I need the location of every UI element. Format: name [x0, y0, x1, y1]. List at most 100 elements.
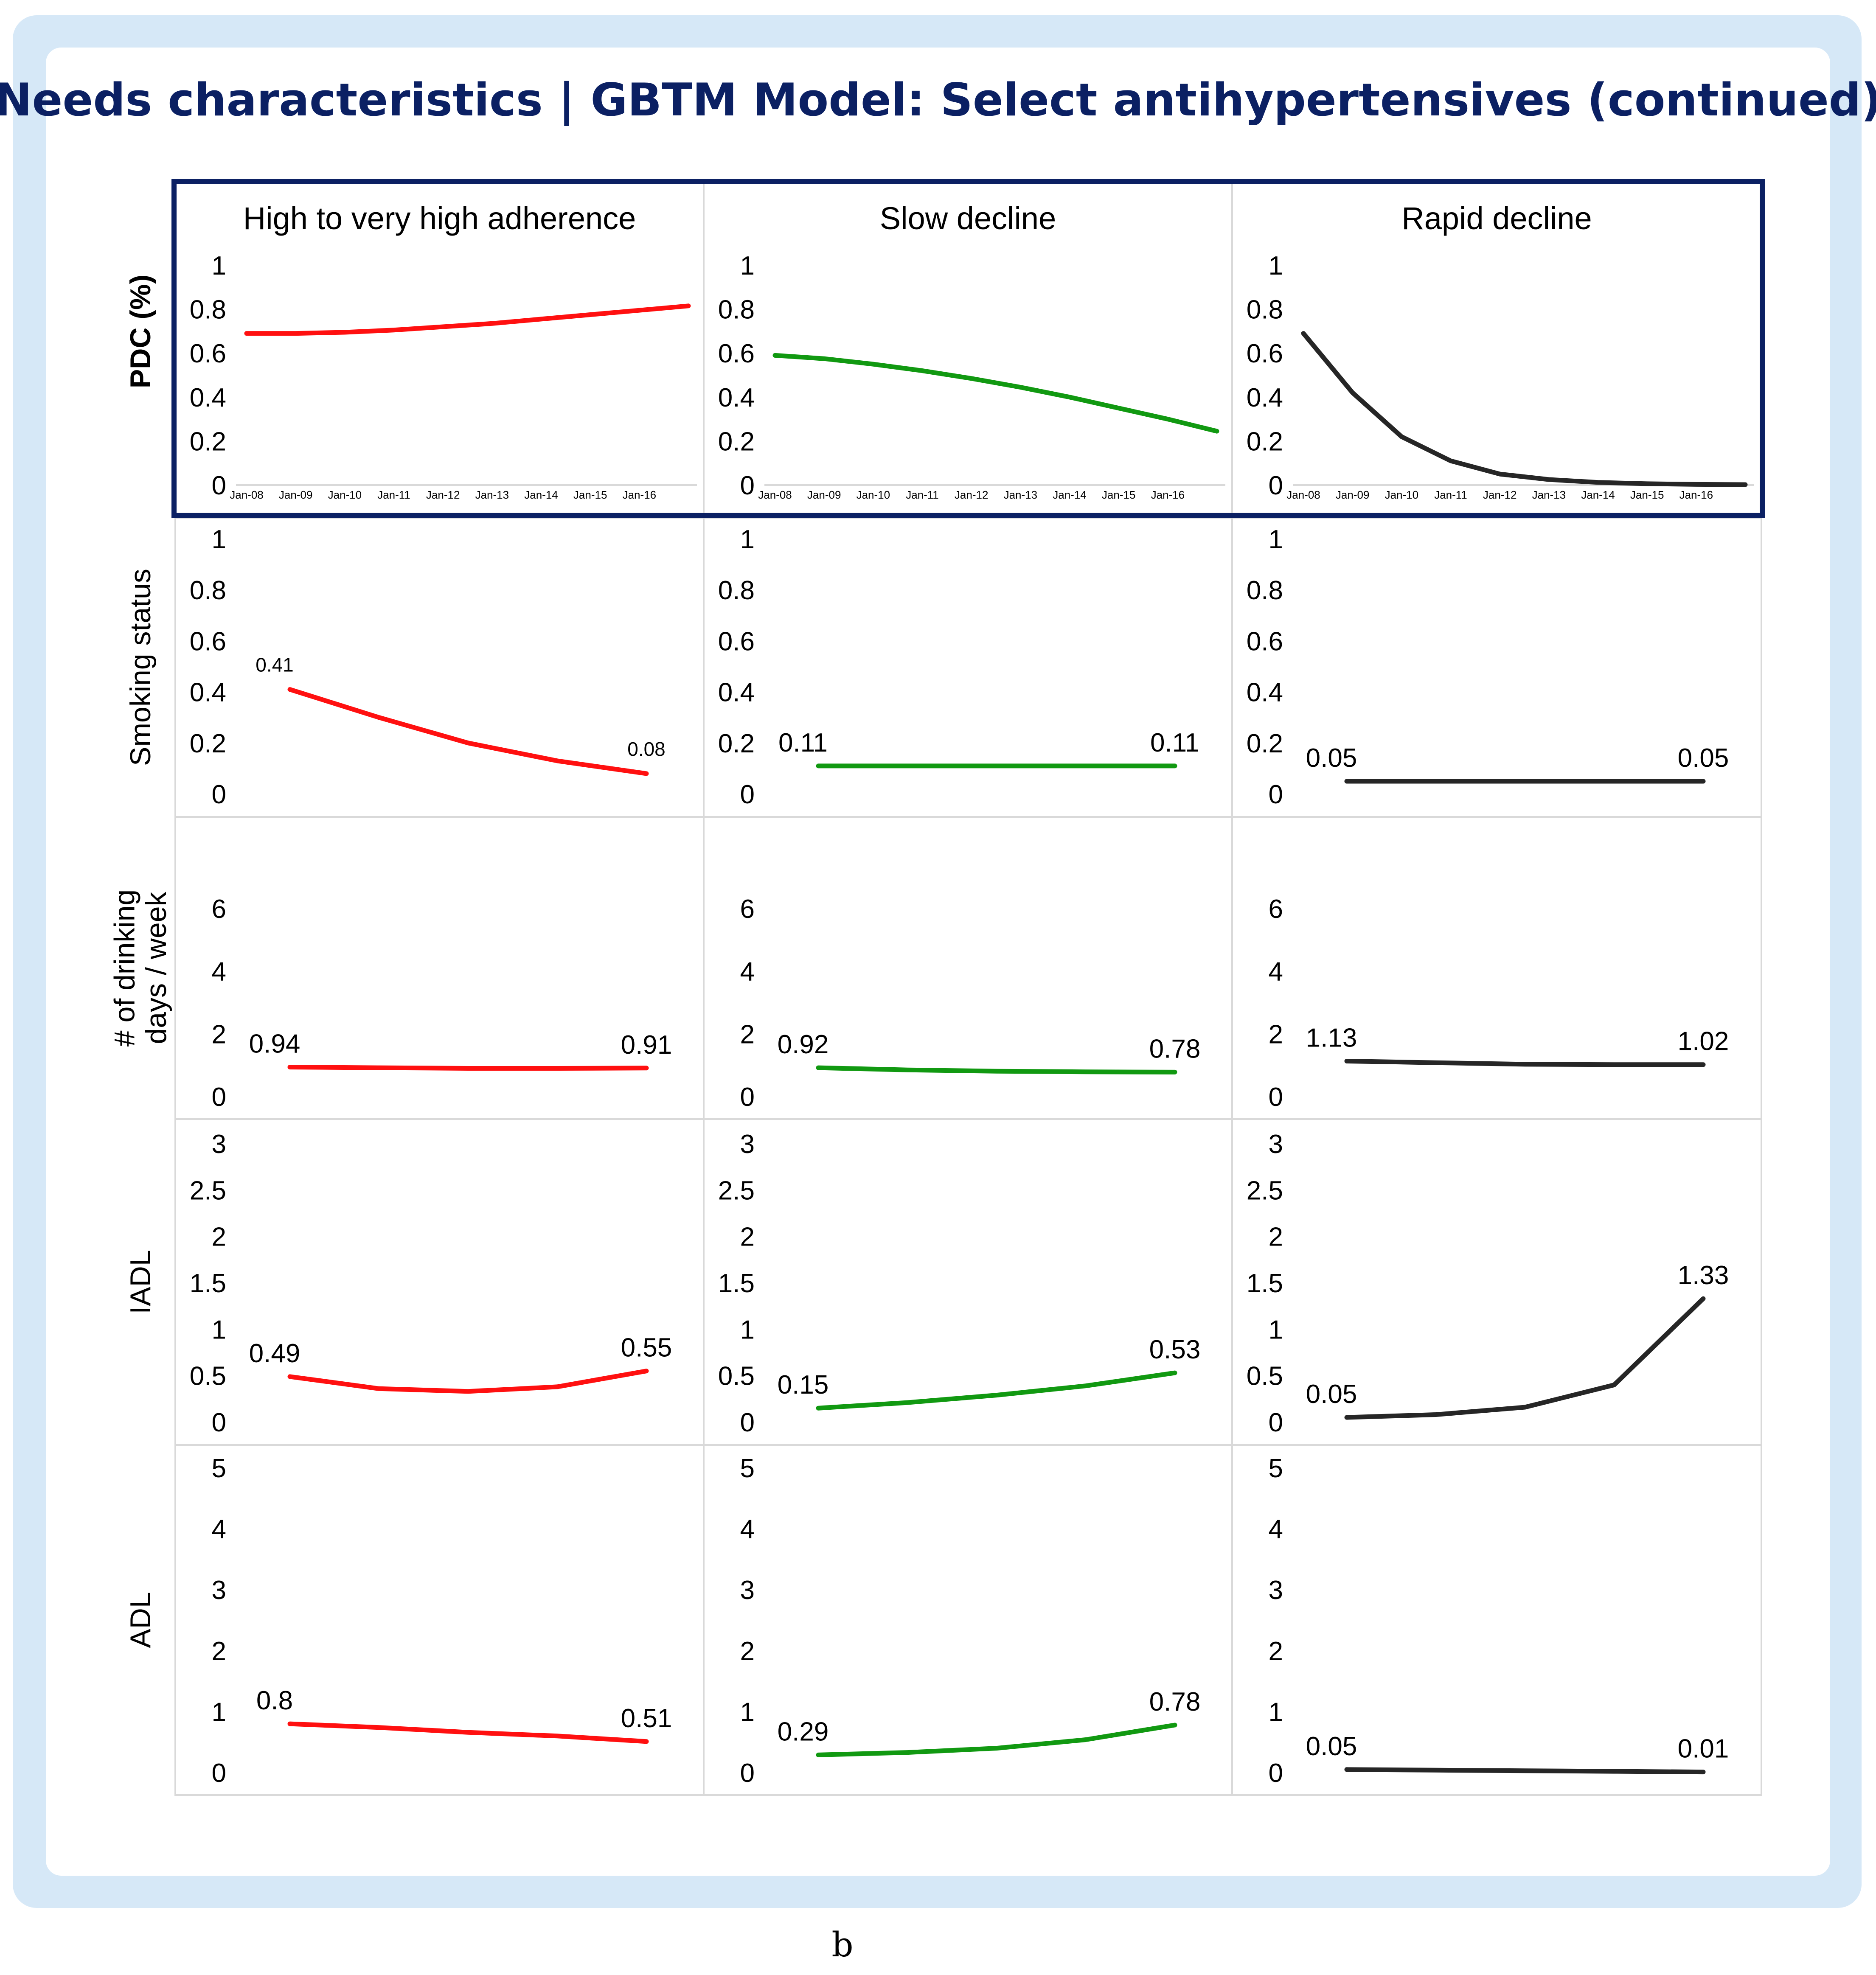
series-line-high-to-very-high-adherence: [287, 687, 649, 776]
cell-adl-1: 0 1 2 3 4 5 0.8 0.51: [174, 1444, 705, 1796]
cell-pdc-3: 0 0.2 0.4 0.6 0.8 1 Jan-08 Jan-09 Jan-10 Jan-11 Ja…: [1231, 182, 1762, 514]
data-label: 0.11: [778, 728, 828, 757]
series-line-slow-decline: [816, 1723, 1177, 1757]
data-label: 1.33: [1678, 1261, 1729, 1290]
row-label-line: Smoking status: [124, 569, 157, 766]
column-header-rapid-decline: Rapid decline: [1401, 201, 1592, 236]
row-label-line: # of drinking: [108, 889, 140, 1046]
cell-adl-3: 0 1 2 3 4 5 0.05 0.01: [1231, 1444, 1762, 1796]
y-tick-label: 3: [212, 1130, 226, 1159]
x-tick-label: Jan-12: [426, 488, 460, 501]
y-tick-label: 0: [1269, 1408, 1283, 1437]
y-tick-label: 1: [740, 525, 755, 554]
cell-adl-2: 0 1 2 3 4 5 0.29 0.78: [703, 1444, 1233, 1796]
y-tick-label: 0.6: [190, 627, 226, 656]
cell-border: [1231, 1444, 1762, 1796]
y-tick-label: 1: [1269, 525, 1283, 554]
data-label: 1.13: [1306, 1024, 1357, 1053]
x-tick-label: Jan-16: [1679, 488, 1713, 501]
data-label: 0.08: [627, 738, 666, 760]
data-label: 0.78: [1149, 1687, 1201, 1717]
y-tick-label: 0: [740, 1408, 755, 1437]
y-tick-label: 0.2: [190, 427, 226, 456]
y-tick-label: 2: [740, 1020, 755, 1049]
data-label: 0.01: [1678, 1734, 1729, 1764]
cell-iadl-3: 0 0.5 1 1.5 2 2.5 3 0.05 1.33: [1231, 1118, 1762, 1446]
row-label-line: ADL: [124, 1592, 157, 1648]
x-tick-label: Jan-16: [1151, 488, 1185, 501]
x-tick-label: Jan-12: [955, 488, 989, 501]
y-tick-label: 0.6: [718, 339, 755, 368]
row-label-iadl: IADL: [124, 1250, 157, 1314]
data-label: 0.91: [621, 1030, 672, 1060]
y-tick-label: 4: [212, 1515, 226, 1544]
data-label: 0.05: [1306, 743, 1357, 773]
x-tick-label: Jan-15: [1102, 488, 1136, 501]
data-label: 0.05: [1306, 1380, 1357, 1409]
series-line-high-to-very-high-adherence: [287, 1065, 649, 1071]
row-label-pdc: PDC (%): [124, 275, 157, 388]
y-tick-label: 1: [740, 1315, 755, 1344]
x-tick-label: Jan-11: [1434, 488, 1467, 501]
y-tick-label: 0.8: [718, 295, 755, 325]
y-tick-label: 0: [1269, 471, 1283, 500]
x-tick-label: Jan-15: [573, 488, 607, 501]
pdc-row-highlight-border: [171, 179, 1765, 518]
data-label: 0.05: [1678, 743, 1729, 773]
x-tick-label: Jan-13: [1004, 488, 1038, 501]
x-tick-label: Jan-13: [1532, 488, 1566, 501]
x-tick-label: Jan-14: [524, 488, 558, 501]
y-tick-label: 0.5: [718, 1362, 755, 1391]
y-tick-label: 3: [212, 1576, 226, 1605]
figure-caption: b: [831, 1925, 853, 1964]
series-line-high-to-very-high-adherence: [287, 1369, 649, 1394]
y-tick-label: 4: [740, 957, 755, 987]
x-tick-label: Jan-16: [623, 488, 657, 501]
y-tick-label: 0.4: [1247, 678, 1283, 707]
y-tick-label: 2: [740, 1223, 755, 1252]
page-title: Needs characteristics | GBTM Model: Sele…: [0, 74, 1876, 126]
y-tick-label: 0.2: [718, 729, 755, 758]
y-tick-label: 0.4: [1247, 383, 1283, 412]
data-label: 0.29: [778, 1717, 829, 1746]
y-tick-label: 1: [212, 1697, 226, 1727]
y-tick-label: 0.8: [718, 576, 755, 605]
y-tick-label: 2: [1269, 1020, 1283, 1049]
y-tick-label: 4: [212, 957, 226, 987]
row-label-line: IADL: [124, 1250, 157, 1314]
series-line-rapid-decline: [1301, 331, 1748, 487]
y-tick-label: 0: [212, 1083, 226, 1112]
data-label: 0.55: [621, 1333, 672, 1363]
y-tick-label: 3: [740, 1576, 755, 1605]
y-tick-label: 4: [740, 1515, 755, 1544]
data-label: 0.41: [256, 654, 294, 676]
y-tick-label: 0.2: [1247, 729, 1283, 758]
row-label-of-drinking-days-week: # of drinkingdays / week: [108, 889, 172, 1046]
series-line-rapid-decline: [1344, 1767, 1706, 1775]
y-tick-label: 2: [1269, 1223, 1283, 1252]
series-line-rapid-decline: [1344, 1059, 1706, 1067]
y-tick-label: 0.6: [1247, 339, 1283, 368]
series-line-high-to-very-high-adherence: [287, 1721, 649, 1744]
y-tick-label: 0.2: [190, 729, 226, 758]
y-tick-label: 5: [740, 1454, 755, 1483]
data-label: 1.02: [1678, 1027, 1729, 1056]
y-tick-label: 1: [740, 1697, 755, 1727]
row-label-line: days / week: [140, 891, 172, 1044]
y-tick-label: 5: [1269, 1454, 1283, 1483]
y-tick-label: 0: [740, 1759, 755, 1788]
series-line-slow-decline: [816, 1370, 1177, 1411]
x-tick-label: Jan-08: [1286, 488, 1320, 501]
y-tick-label: 1.5: [718, 1269, 755, 1298]
y-tick-label: 4: [1269, 1515, 1283, 1544]
data-label: 0.49: [249, 1339, 300, 1368]
series-line-slow-decline: [816, 1065, 1177, 1074]
row-label-line: PDC (%): [124, 275, 157, 388]
y-tick-label: 2: [212, 1637, 226, 1666]
row-label-adl: ADL: [124, 1592, 157, 1648]
x-tick-label: Jan-12: [1483, 488, 1517, 501]
y-tick-label: 2: [740, 1637, 755, 1666]
data-label: 0.05: [1306, 1732, 1357, 1761]
y-tick-label: 0: [740, 1083, 755, 1112]
